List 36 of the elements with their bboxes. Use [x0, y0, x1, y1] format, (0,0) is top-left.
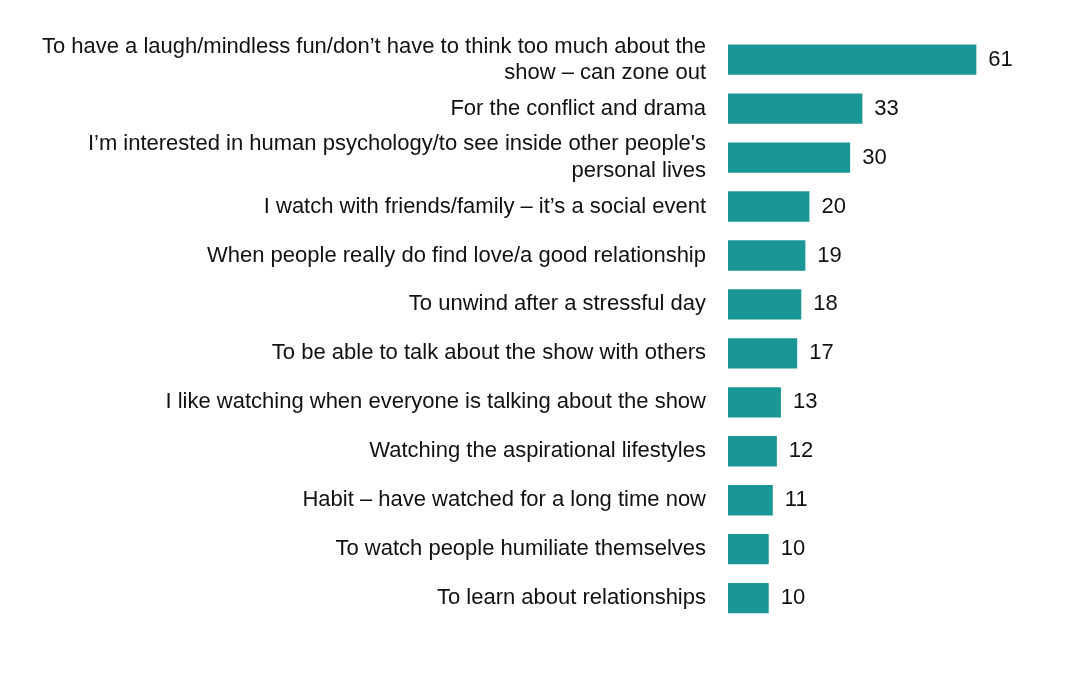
bar — [728, 534, 769, 565]
y-tick-label: I’m interested in human psychology/to see inside other people's personal lives — [87, 130, 706, 182]
y-tick-label: To be able to talk about the show with others — [271, 339, 706, 365]
bar — [728, 289, 802, 320]
y-tick-label: I like watching when everyone is talking about the show — [165, 388, 707, 414]
data-label: 19 — [817, 241, 842, 267]
bar — [728, 142, 851, 173]
y-tick-label: Watching the aspirational lifestyles — [369, 437, 706, 463]
data-label: 12 — [788, 437, 814, 463]
y-tick-label: For the conflict and drama — [450, 94, 707, 120]
y-tick-label: When people really do find love/a good relationship — [207, 241, 706, 267]
bar — [728, 44, 977, 75]
data-label: 20 — [821, 192, 846, 218]
y-tick-label: To watch people humiliate themselves — [335, 535, 706, 561]
bar — [728, 582, 769, 614]
data-label: 61 — [988, 45, 1013, 71]
bar — [728, 485, 773, 516]
y-tick-label: To unwind after a stressful day — [408, 290, 706, 316]
y-tick-label: To have a laugh/mindless fun/don’t have to think too much about the show – can zone out — [41, 32, 706, 84]
data-label: 10 — [780, 535, 806, 561]
data-label: 10 — [780, 584, 806, 610]
data-label: 18 — [813, 290, 838, 316]
data-label: 11 — [784, 486, 808, 512]
data-label: 13 — [792, 388, 818, 414]
bar — [728, 93, 863, 124]
y-tick-label: I watch with friends/family – it’s a social event — [263, 192, 706, 218]
data-label: 17 — [809, 339, 834, 365]
data-label: 30 — [862, 143, 887, 169]
y-tick-label: To learn about relationships — [436, 584, 706, 610]
data-label: 33 — [874, 94, 899, 120]
bar — [728, 191, 810, 222]
bar — [728, 387, 781, 418]
bar — [728, 436, 777, 467]
bar — [728, 338, 798, 369]
bar — [728, 240, 806, 271]
y-tick-label: Habit – have watched for a long time now — [302, 486, 707, 512]
